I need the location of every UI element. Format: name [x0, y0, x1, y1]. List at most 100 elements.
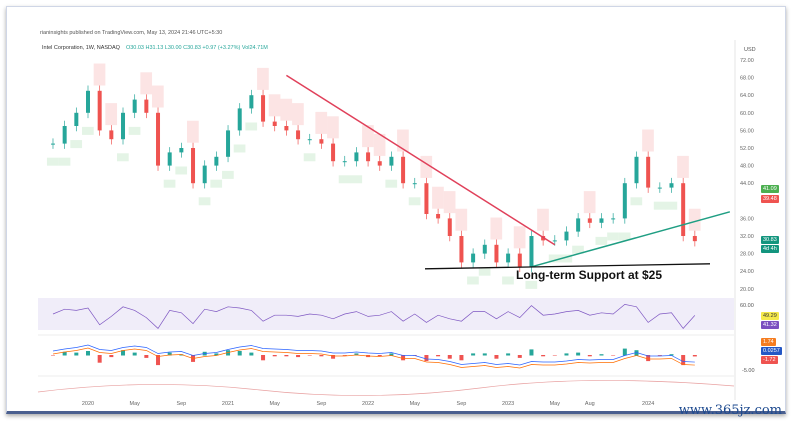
- x-tick-label: 2020: [82, 401, 94, 407]
- y-tick-label: 68.00: [740, 76, 754, 82]
- candle-body: [587, 218, 592, 223]
- macd-histogram-bar: [611, 355, 616, 356]
- trend-band: [198, 197, 211, 206]
- macd-histogram-bar: [156, 355, 161, 366]
- macd-histogram-bar: [447, 355, 452, 359]
- uptrend-trendline: [531, 211, 731, 268]
- macd-histogram-bar: [249, 352, 254, 356]
- trend-band: [432, 186, 444, 209]
- y-tick-label: 44.00: [740, 181, 754, 187]
- candle-body: [167, 152, 172, 166]
- trend-band: [408, 197, 421, 206]
- macd-histogram-bar: [622, 348, 627, 356]
- trend-band: [46, 157, 59, 166]
- macd-histogram-bar: [482, 353, 487, 356]
- macd-histogram-bar: [646, 355, 651, 362]
- trend-band: [688, 208, 701, 231]
- watermark: www.365jz.com: [678, 403, 782, 418]
- candle-body: [611, 218, 616, 220]
- candle-body: [494, 244, 499, 263]
- candle-body: [272, 121, 277, 126]
- trend-band: [618, 232, 631, 241]
- candle-body: [459, 236, 464, 263]
- trend-band: [187, 120, 199, 143]
- trend-band: [537, 208, 549, 231]
- candle-body: [599, 218, 604, 223]
- macd-histogram-bar: [167, 352, 172, 356]
- candle-body: [296, 130, 301, 140]
- macd-histogram-bar: [121, 350, 126, 356]
- macd-histogram-bar: [307, 355, 312, 356]
- macd-histogram-bar: [494, 355, 499, 359]
- x-tick-label: Sep: [457, 401, 467, 407]
- y-tick-label: 64.00: [740, 93, 754, 99]
- macd-histogram-bar: [97, 355, 102, 363]
- macd-histogram-bar: [669, 354, 674, 356]
- candle-body: [564, 231, 569, 241]
- countdown-badge: 4d 4h: [761, 245, 779, 253]
- y-tick-label: 24.00: [740, 269, 754, 275]
- macd-histogram-bar: [319, 355, 324, 357]
- trend-band: [385, 179, 398, 188]
- candle-body: [657, 187, 662, 189]
- rsi-badge-a: 49.29: [761, 312, 779, 320]
- trend-band: [257, 67, 269, 90]
- macd-histogram-bar: [657, 355, 662, 356]
- macd-badge-b: 0.0257: [761, 347, 782, 355]
- candle-body: [62, 126, 67, 144]
- y-tick-label: 48.00: [740, 164, 754, 170]
- candle-body: [634, 156, 639, 184]
- y-tick-label: 60.00: [740, 111, 754, 117]
- chart-frame: [6, 6, 786, 414]
- macd-histogram-bar: [576, 352, 581, 356]
- trend-band: [525, 280, 538, 289]
- trend-band: [607, 232, 619, 241]
- macd-histogram-bar: [109, 355, 114, 358]
- candle-body: [50, 143, 55, 145]
- macd-histogram-bar: [331, 355, 336, 359]
- candle-body: [342, 161, 347, 163]
- candle-body: [97, 90, 102, 131]
- rsi-panel: [38, 298, 734, 330]
- candle-body: [447, 218, 452, 236]
- x-tick-label: May: [129, 401, 140, 407]
- candle-body: [552, 240, 557, 242]
- trend-band: [478, 267, 491, 276]
- trend-band: [630, 197, 643, 206]
- candle-body: [436, 214, 441, 219]
- macd-histogram-bar: [692, 355, 697, 357]
- candle-body: [354, 152, 359, 162]
- macd-histogram-bar: [552, 355, 557, 356]
- rsi-tick: 60.00: [740, 303, 754, 309]
- candle-body: [202, 165, 207, 184]
- trend-band: [490, 217, 503, 240]
- trend-band: [117, 153, 129, 162]
- candle-body: [307, 139, 312, 141]
- macd-tick: -5.00: [742, 368, 755, 374]
- macd-histogram-bar: [214, 353, 219, 356]
- candle-body: [319, 139, 324, 144]
- trend-band: [93, 63, 106, 86]
- candle-body: [121, 112, 126, 140]
- candle-body: [471, 253, 476, 263]
- candle-body: [506, 253, 511, 263]
- lower-indicator-line: [37, 380, 735, 396]
- trend-band: [315, 111, 328, 134]
- trend-band: [362, 125, 374, 148]
- candle-body: [377, 161, 382, 166]
- candle-body: [261, 95, 266, 122]
- lower-band-badge: 39.48: [761, 195, 779, 203]
- candle-body: [482, 244, 487, 254]
- macd-histogram-bar: [424, 355, 429, 362]
- trend-band: [152, 85, 164, 108]
- rsi-line: [52, 304, 696, 329]
- trend-band: [642, 129, 654, 152]
- symbol-header: Intel Corporation, 1W, NASDAQ O30.03 H31…: [42, 45, 268, 51]
- rsi-badge-b: 41.32: [761, 321, 779, 329]
- trend-band: [70, 140, 83, 149]
- candle-body: [214, 156, 219, 166]
- candle-body: [237, 108, 242, 131]
- macd-histogram-bar: [459, 355, 464, 361]
- macd-histogram-bar: [296, 355, 301, 358]
